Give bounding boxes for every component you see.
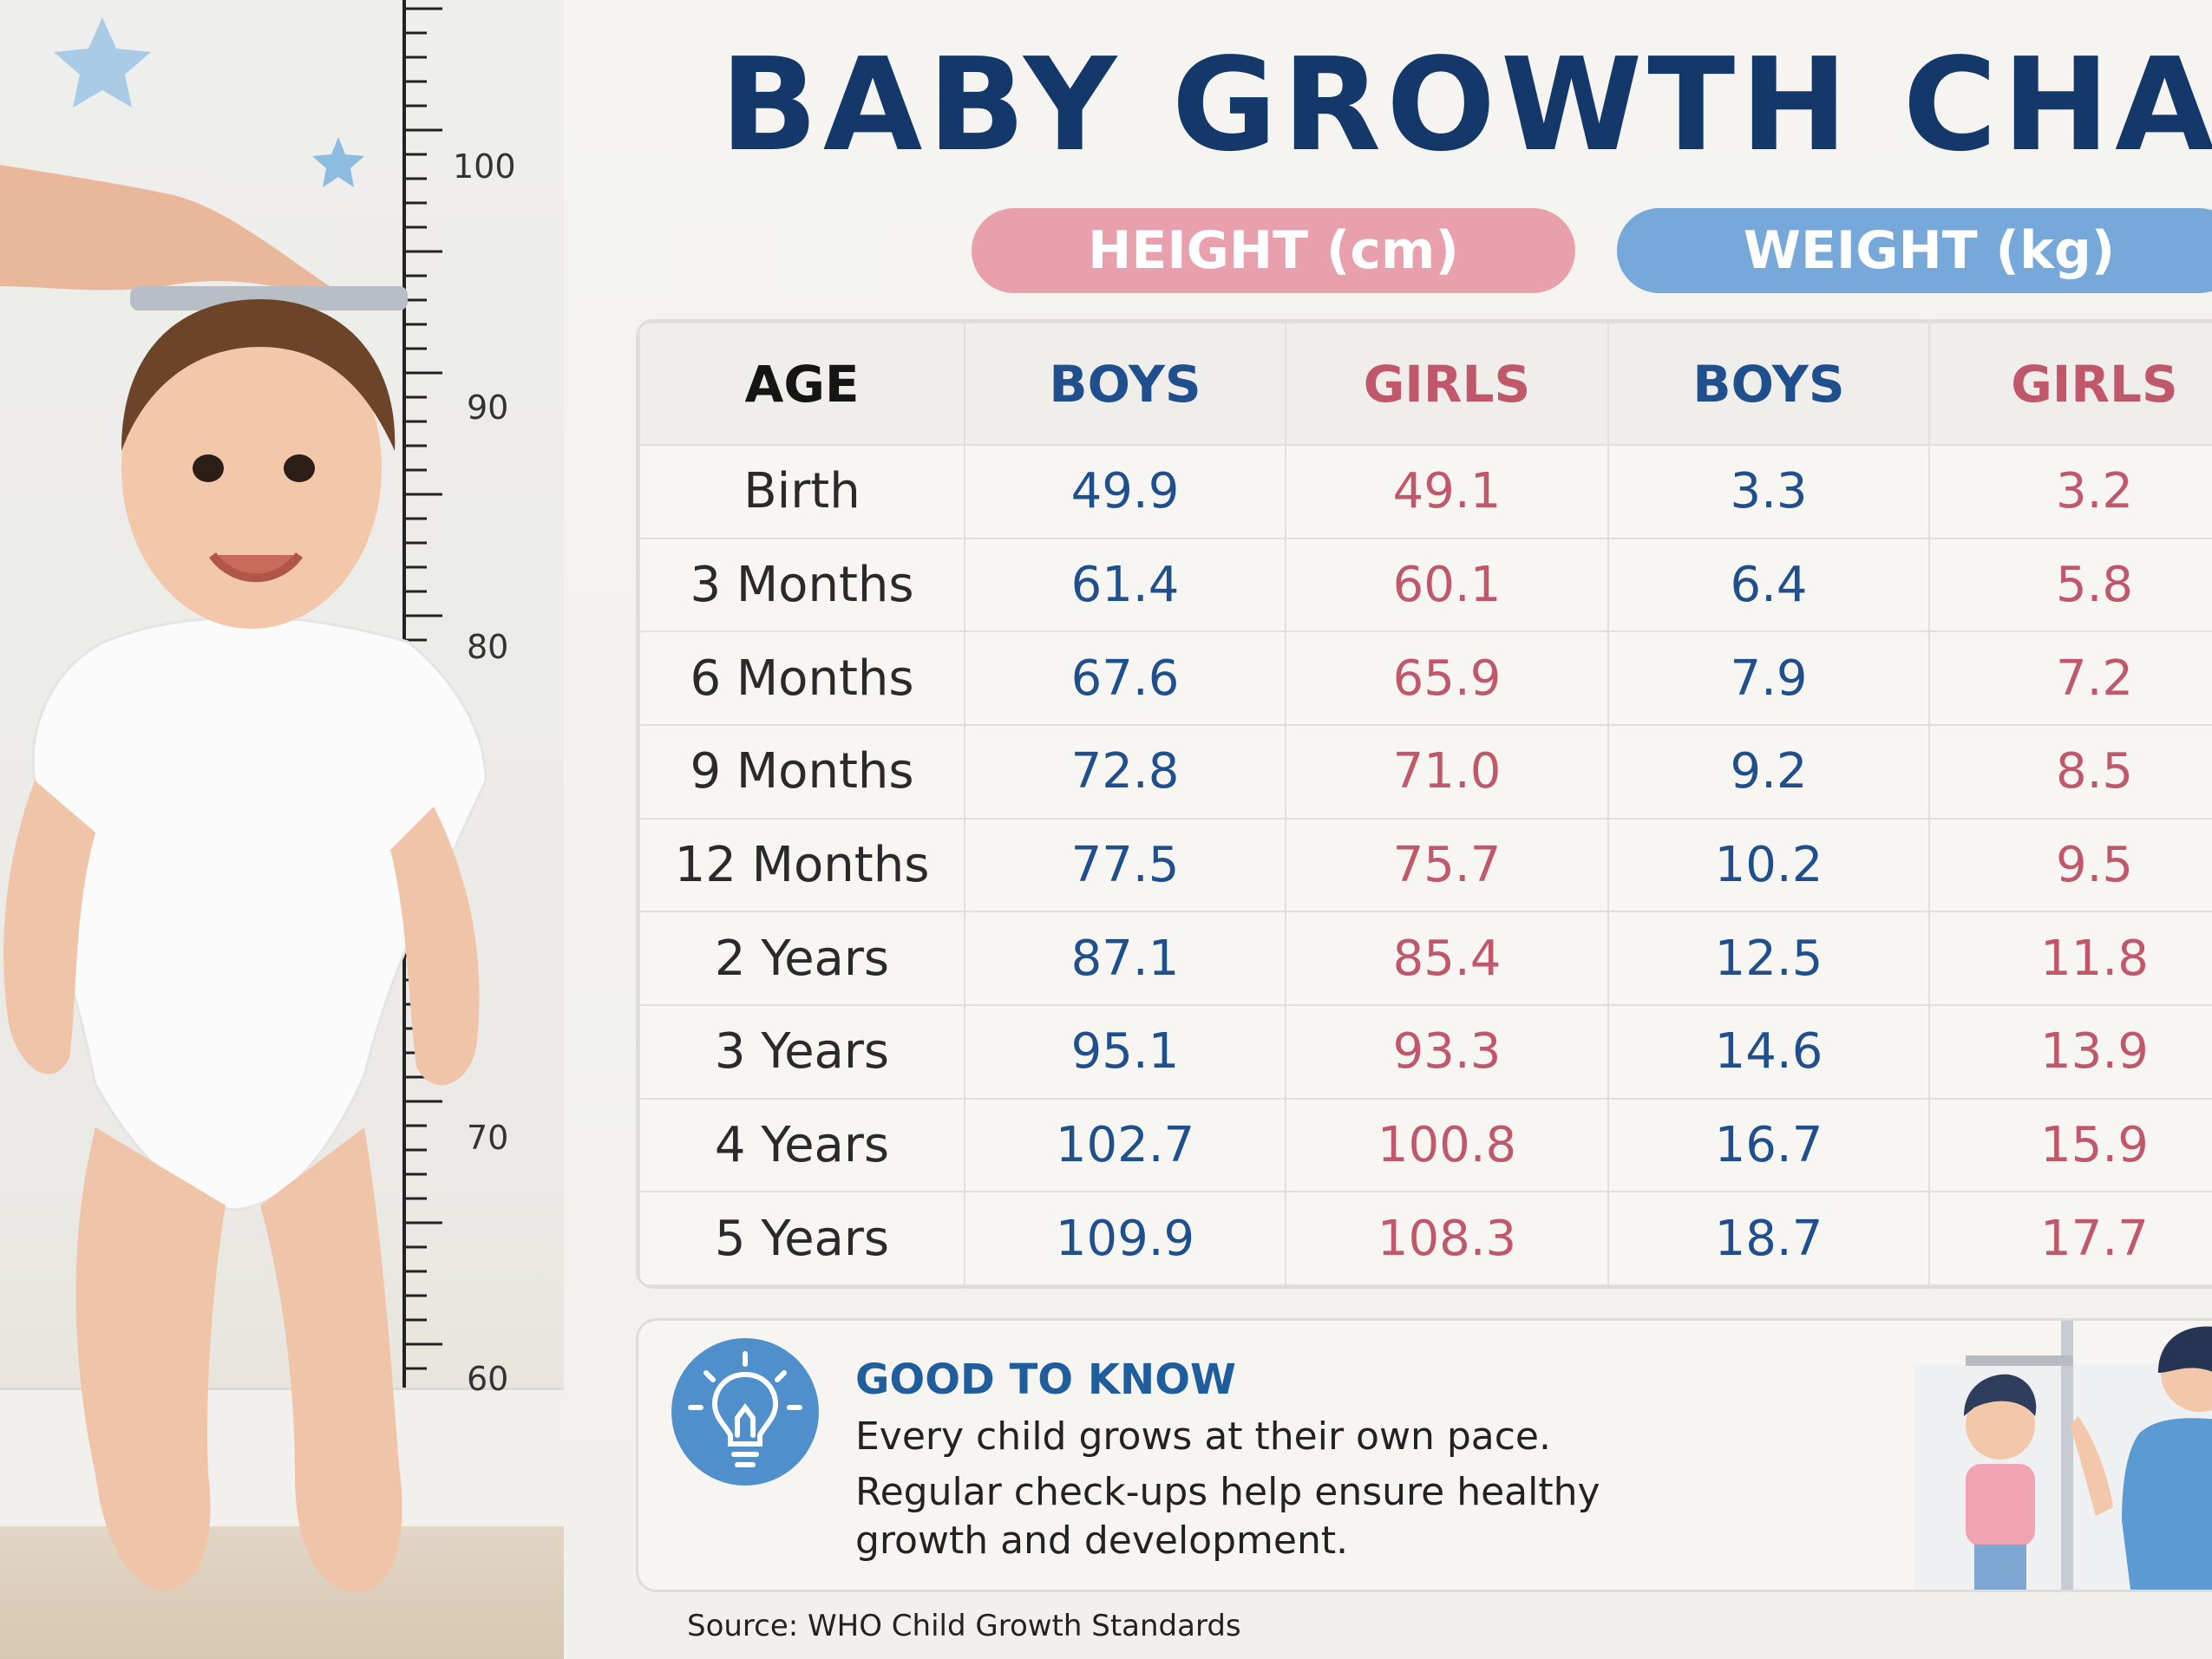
weight-boys-cell: 16.7 xyxy=(1607,1097,1930,1193)
weight-boys-cell: 3.3 xyxy=(1607,444,1930,539)
table-row: 3 Years 95.1 93.3 14.6 13.9 xyxy=(638,1003,2212,1100)
baby-smile xyxy=(208,552,304,583)
ruler-label-90: 90 xyxy=(467,389,509,427)
weight-girls-cell: 7.2 xyxy=(1928,630,2212,726)
column-header-weight-girls: GIRLS xyxy=(1928,322,2212,446)
height-group-header: HEIGHT (cm) xyxy=(972,208,1575,293)
ruler-label-60: 60 xyxy=(467,1360,509,1398)
height-girls-cell: 85.4 xyxy=(1285,911,1609,1006)
weight-boys-cell: 14.6 xyxy=(1607,1003,1930,1100)
height-girls-cell: 71.0 xyxy=(1285,723,1609,820)
weight-girls-cell: 13.9 xyxy=(1928,1003,2212,1100)
adult-hand xyxy=(0,165,330,297)
baby-photo: 100 90 80 70 60 xyxy=(0,0,564,1659)
age-cell: 4 Years xyxy=(638,1097,965,1193)
height-boys-cell: 102.7 xyxy=(964,1097,1286,1193)
table-row: 3 Months 61.4 60.1 6.4 5.8 xyxy=(638,537,2212,633)
head-board xyxy=(130,286,408,310)
age-cell: 6 Months xyxy=(638,630,965,726)
age-cell: 3 Years xyxy=(638,1003,965,1100)
height-boys-cell: 109.9 xyxy=(964,1191,1286,1286)
source-note: Source: WHO Child Growth Standards xyxy=(687,1609,1241,1643)
baby-leg xyxy=(260,1127,402,1592)
height-boys-cell: 49.9 xyxy=(964,444,1286,539)
table-header-row: AGE BOYS GIRLS BOYS GIRLS xyxy=(638,322,2212,446)
weight-boys-cell: 9.2 xyxy=(1607,723,1930,820)
weight-boys-cell: 12.5 xyxy=(1607,911,1930,1006)
weight-girls-cell: 15.9 xyxy=(1928,1097,2212,1193)
weight-boys-cell: 18.7 xyxy=(1607,1191,1930,1286)
weight-girls-cell: 3.2 xyxy=(1928,444,2212,539)
growth-table: AGE BOYS GIRLS BOYS GIRLS Birth 49.9 49.… xyxy=(636,319,2212,1289)
checkup-illustration xyxy=(1914,1321,2212,1590)
height-boys-cell: 67.6 xyxy=(964,630,1286,726)
table-row: 2 Years 87.1 85.4 12.5 11.8 xyxy=(638,911,2212,1006)
height-boys-cell: 87.1 xyxy=(964,911,1286,1006)
age-cell: 5 Years xyxy=(638,1191,965,1286)
table-row: 4 Years 102.7 100.8 16.7 15.9 xyxy=(638,1097,2212,1193)
good-to-know-box: GOOD TO KNOW Every child grows at their … xyxy=(636,1318,2212,1592)
column-header-height-girls: GIRLS xyxy=(1285,322,1609,446)
weight-group-header: WEIGHT (kg) xyxy=(1617,208,2212,293)
weight-girls-cell: 11.8 xyxy=(1928,911,2212,1006)
baby-illustration xyxy=(0,0,488,1592)
info-heading: GOOD TO KNOW xyxy=(855,1355,1236,1404)
height-girls-cell: 65.9 xyxy=(1285,630,1609,726)
page-title: BABY GROWTH CHART xyxy=(720,30,2212,180)
age-cell: 2 Years xyxy=(638,911,965,1006)
height-boys-cell: 95.1 xyxy=(964,1003,1286,1100)
height-girls-cell: 108.3 xyxy=(1285,1191,1609,1286)
weight-boys-cell: 10.2 xyxy=(1607,817,1930,913)
age-cell: 9 Months xyxy=(638,723,965,820)
floor xyxy=(0,1526,564,1659)
height-boys-cell: 61.4 xyxy=(964,537,1286,633)
baby-leg xyxy=(75,1127,226,1591)
star-icon xyxy=(312,137,364,187)
ruler-label-80: 80 xyxy=(467,628,509,666)
ruler-label-70: 70 xyxy=(467,1119,509,1157)
height-girls-cell: 60.1 xyxy=(1285,537,1609,633)
lightbulb-icon xyxy=(671,1338,819,1486)
table-row: 5 Years 109.9 108.3 18.7 17.7 xyxy=(638,1191,2212,1286)
age-cell: Birth xyxy=(638,444,965,539)
table-row: 12 Months 77.5 75.7 10.2 9.5 xyxy=(638,817,2212,913)
info-line-2: Regular check-ups help ensure healthy gr… xyxy=(855,1470,1600,1563)
height-girls-cell: 100.8 xyxy=(1285,1097,1609,1193)
age-cell: 12 Months xyxy=(638,817,965,913)
baby-eye xyxy=(193,454,224,482)
column-header-age: AGE xyxy=(638,322,965,446)
star-icon xyxy=(54,17,151,108)
age-cell: 3 Months xyxy=(638,537,965,633)
baby-arm xyxy=(3,781,95,1074)
weight-girls-cell: 17.7 xyxy=(1928,1191,2212,1286)
height-girls-cell: 75.7 xyxy=(1285,817,1609,913)
info-line-1: Every child grows at their own pace. xyxy=(855,1414,1551,1459)
table-row: Birth 49.9 49.1 3.3 3.2 xyxy=(638,444,2212,539)
height-girls-cell: 93.3 xyxy=(1285,1003,1609,1100)
table-row: 9 Months 72.8 71.0 9.2 8.5 xyxy=(638,723,2212,820)
baby-eye xyxy=(284,454,315,482)
height-boys-cell: 77.5 xyxy=(964,817,1286,913)
table-row: 6 Months 67.6 65.9 7.9 7.2 xyxy=(638,630,2212,726)
weight-boys-cell: 6.4 xyxy=(1607,537,1930,633)
baby-hair xyxy=(121,299,396,451)
baby-arm xyxy=(390,807,480,1086)
weight-girls-cell: 8.5 xyxy=(1928,723,2212,820)
height-girls-cell: 49.1 xyxy=(1285,444,1609,539)
column-header-weight-boys: BOYS xyxy=(1607,322,1930,446)
ruler-label-100: 100 xyxy=(453,147,516,186)
height-boys-cell: 72.8 xyxy=(964,723,1286,820)
column-header-height-boys: BOYS xyxy=(964,322,1286,446)
weight-girls-cell: 5.8 xyxy=(1928,537,2212,633)
weight-boys-cell: 7.9 xyxy=(1607,630,1930,726)
weight-girls-cell: 9.5 xyxy=(1928,817,2212,913)
baby-head xyxy=(121,308,382,629)
